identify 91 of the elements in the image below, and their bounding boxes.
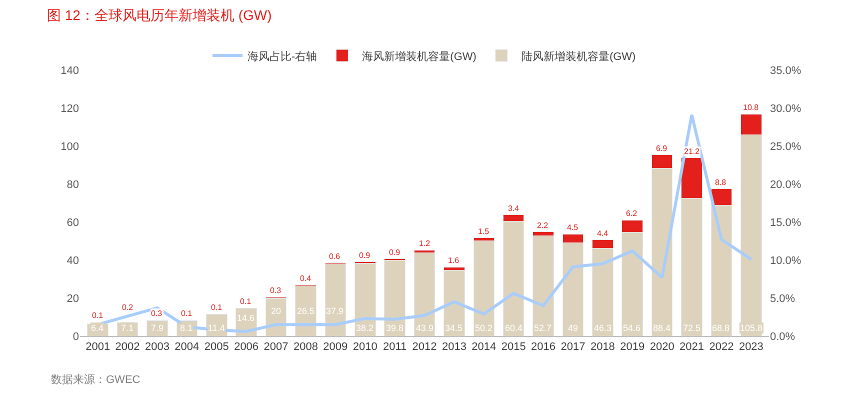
chart-title: 图 12：全球风电历年新增装机 (GW) [46,6,272,23]
legend-label: 陆风新增装机容量(GW) [521,50,636,63]
y-tick-label: 120 [60,102,79,115]
x-tick-label: 2019 [620,341,645,354]
data-label: 0.1 [92,311,104,320]
y2-tick-label: 0.0% [770,330,796,343]
y2-tick-label: 20.0% [770,178,802,191]
data-label: 4.5 [567,223,579,232]
x-tick-label: 2002 [115,341,140,354]
x-tick-label: 2005 [204,341,229,354]
data-label: 0.4 [300,274,312,283]
data-label: 26.5 [297,306,315,316]
x-tick-label: 2003 [144,341,170,354]
y2-tick-label: 10.0% [770,254,802,267]
data-label: 21.2 [684,147,700,156]
x-tick-label: 2007 [264,341,288,354]
data-label: 50.2 [475,323,493,333]
data-label: 0.9 [359,251,371,260]
data-label: 88.4 [653,323,671,333]
x-tick-label: 2018 [590,341,615,354]
x-tick-label: 2015 [501,341,526,354]
x-tick-label: 2001 [86,341,110,354]
data-label: 3.4 [508,204,520,213]
x-tick-label: 2023 [738,341,764,354]
data-label: 6.4 [91,323,104,333]
data-label: 4.4 [597,229,609,238]
x-tick-label: 2022 [709,341,734,354]
x-tick-label: 2010 [352,341,378,354]
data-label: 0.9 [389,248,401,257]
data-label: 49 [568,323,578,333]
data-label: 37.9 [326,306,344,316]
legend-label: 海风新增装机容量(GW) [362,50,476,63]
data-label: 38.2 [356,323,374,333]
data-label: 7.1 [121,323,134,333]
source-note: 数据来源：GWEC [51,373,140,386]
data-label: 7.9 [151,323,164,333]
y-tick-label: 0 [72,330,79,343]
x-tick-label: 2017 [560,341,586,354]
data-label: 0.3 [151,309,163,318]
data-label: 8.8 [715,178,727,187]
data-label: 8.1 [180,323,193,333]
legend-label: 海风占比-右轴 [248,50,318,63]
y-tick-label: 100 [60,140,79,153]
bar [532,236,554,336]
data-label: 2.2 [537,221,549,230]
x-tick-label: 2013 [442,341,466,354]
x-tick-label: 2012 [412,341,437,354]
x-tick-label: 2006 [234,341,259,354]
x-tick-label: 2004 [174,341,200,354]
x-tick-label: 2014 [472,341,496,354]
y-tick-label: 80 [66,178,79,191]
y2-tick-label: 35.0% [770,64,802,77]
data-label: 54.6 [623,323,641,333]
data-label: 0.2 [122,303,134,312]
y2-tick-label: 25.0% [770,140,802,153]
data-label: 1.6 [448,256,460,265]
data-label: 34.5 [445,323,463,333]
data-label: 20 [271,306,282,316]
data-label: 14.6 [237,313,255,323]
data-label: 60.4 [505,323,523,333]
data-label: 10.8 [743,103,760,112]
data-label: 105.8 [740,323,763,333]
data-label: 43.9 [416,323,434,333]
x-tick-label: 2009 [323,341,348,354]
data-label: 46.3 [594,323,612,333]
data-label: 0.1 [240,297,252,306]
data-label: 1.2 [419,239,431,248]
data-label: 6.2 [626,209,638,218]
x-tick-label: 2011 [382,341,407,354]
x-tick-label: 2016 [531,341,556,354]
data-label: 0.3 [270,286,282,295]
x-tick-label: 2020 [650,341,674,354]
x-tick-label: 2021 [680,341,704,354]
y2-tick-label: 30.0% [770,102,802,115]
data-label: 0.1 [211,303,223,312]
y-tick-label: 20 [66,292,79,305]
data-label: 39.8 [386,323,404,333]
x-tick-label: 2008 [293,341,318,354]
y-tick-label: 140 [60,64,79,77]
y-tick-label: 40 [66,254,79,267]
bar [473,240,495,336]
data-label: 52.7 [534,323,552,333]
data-label: 6.9 [656,144,668,153]
y2-tick-label: 5.0% [770,292,796,305]
data-label: 0.1 [181,309,193,318]
data-label: 1.5 [478,227,490,236]
y2-tick-label: 15.0% [770,216,802,229]
data-label: 72.5 [683,323,701,333]
data-label: 68.8 [712,323,730,333]
data-label: 0.6 [329,252,341,261]
y-tick-label: 60 [66,216,79,229]
